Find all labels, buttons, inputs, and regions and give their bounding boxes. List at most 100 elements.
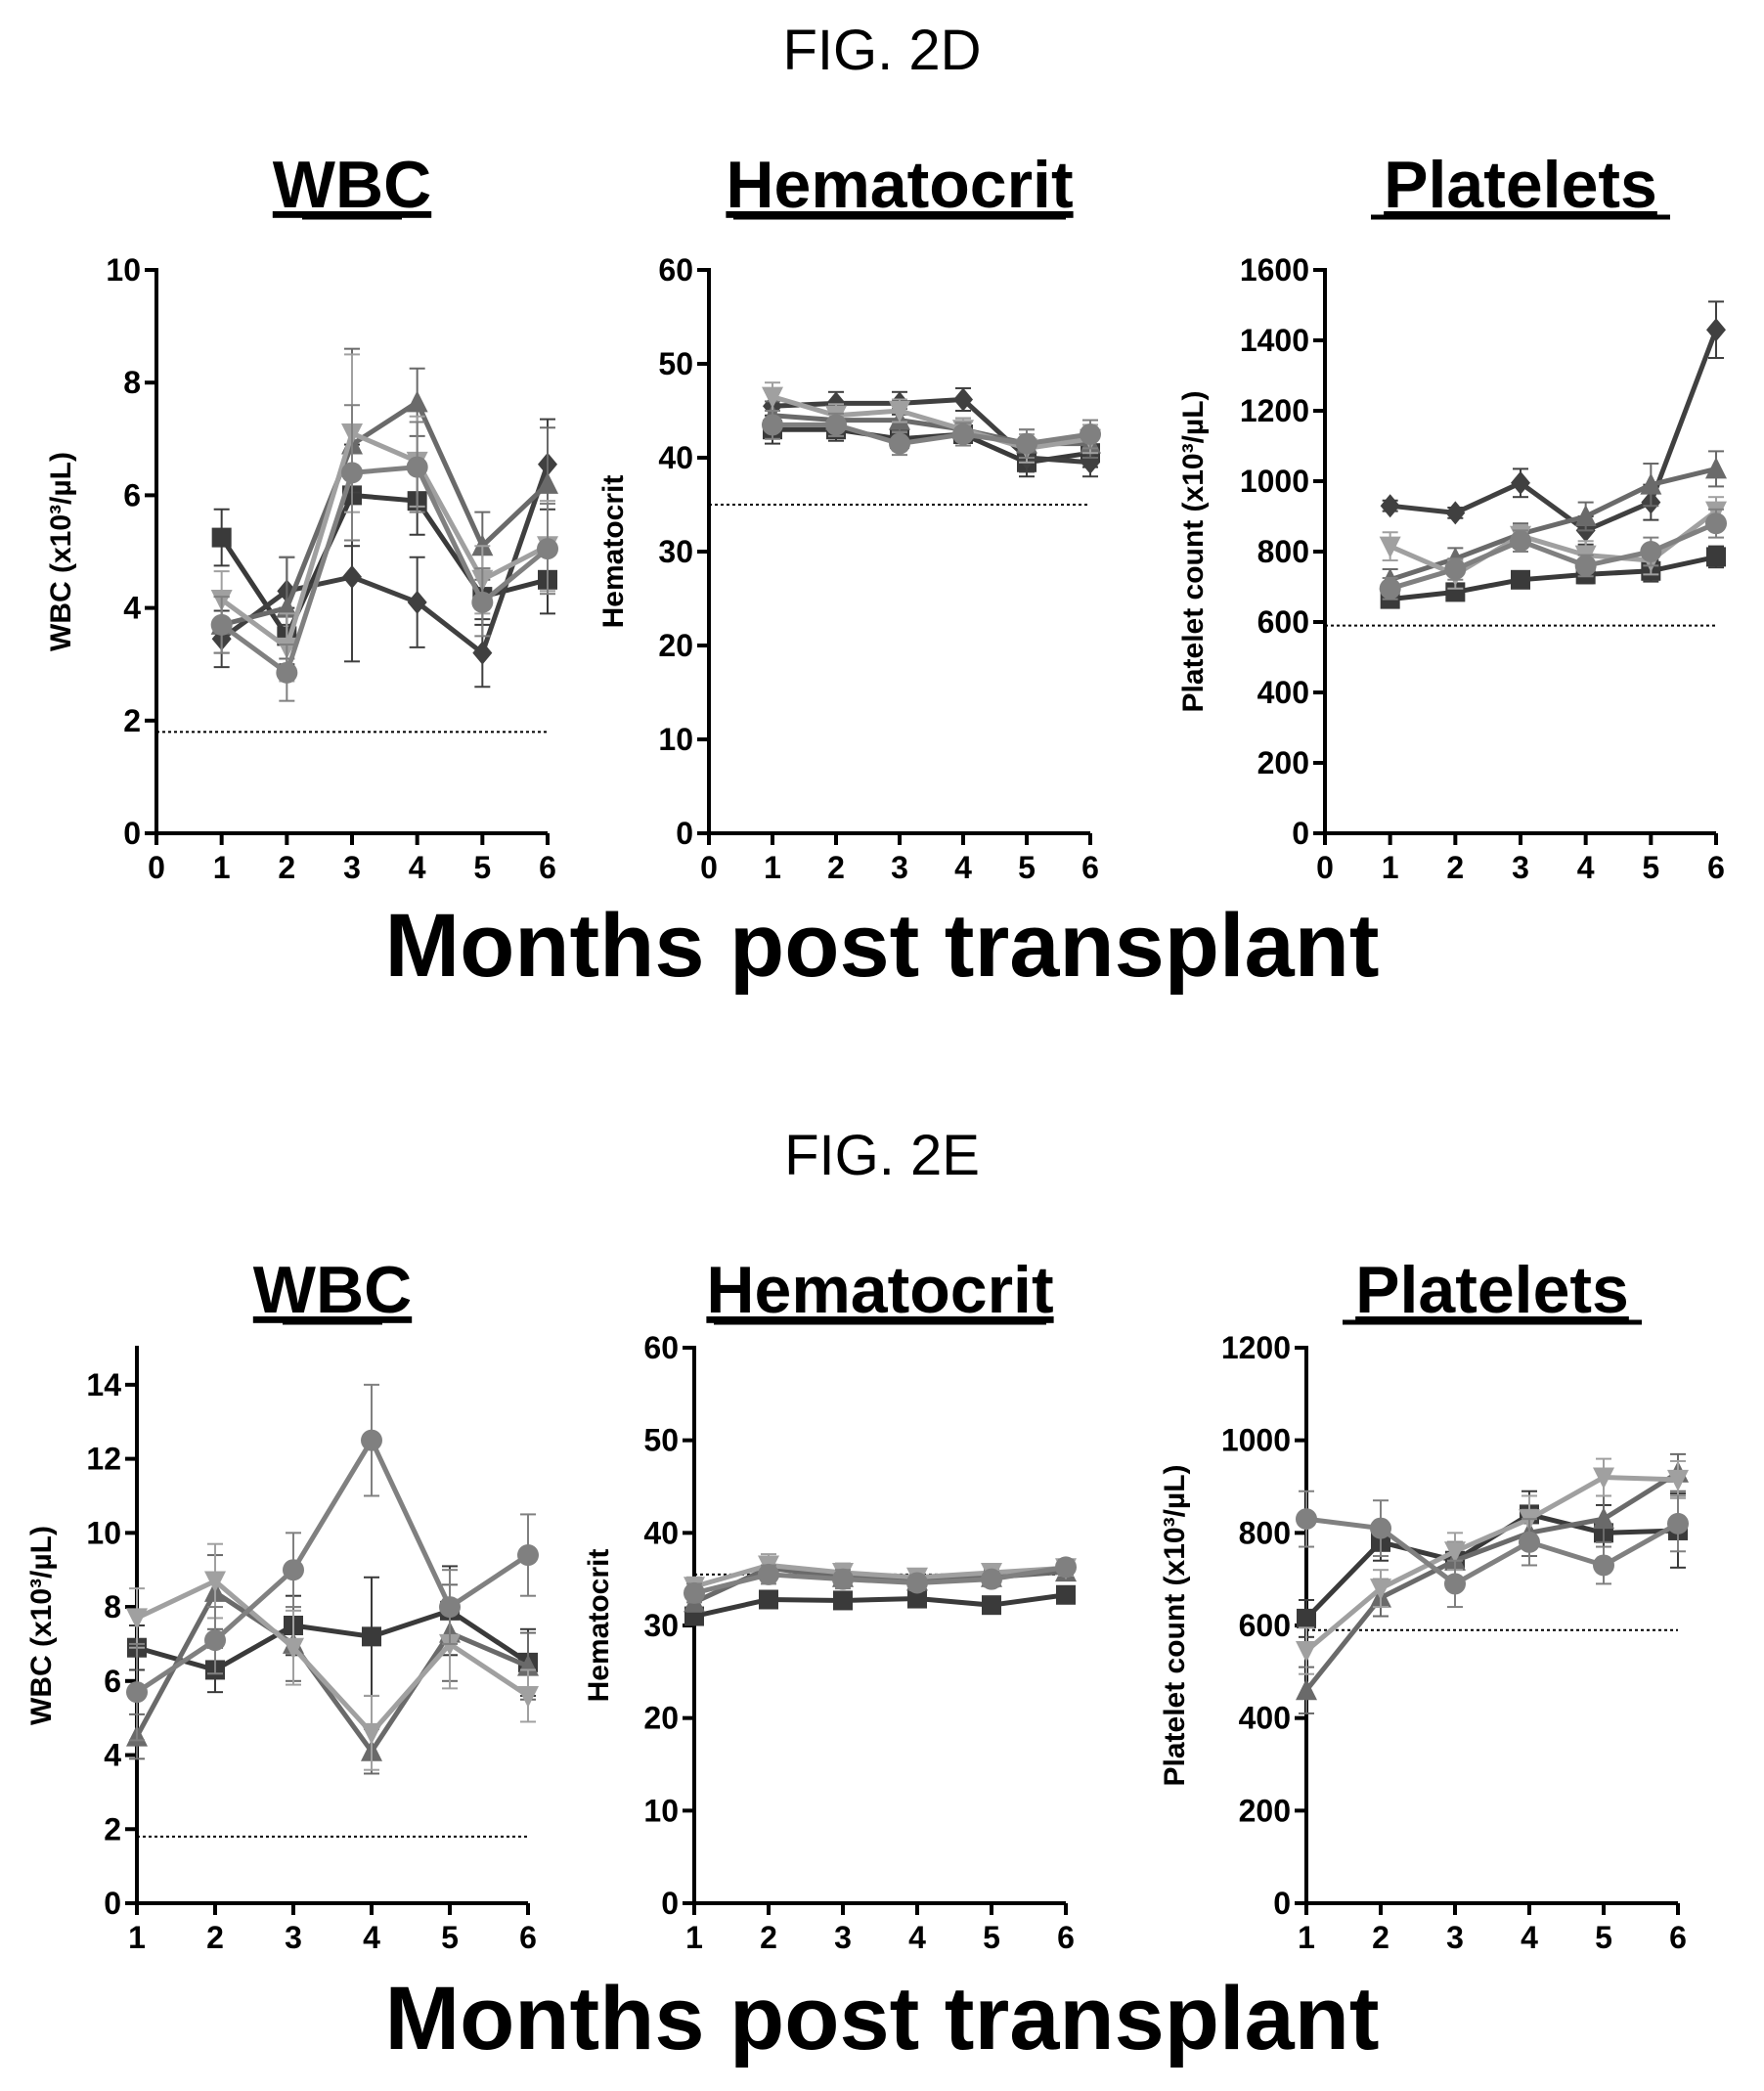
data-point [276,596,298,618]
series-line [1389,554,1717,602]
y-axis-label: WBC (x10³/µL) [25,1526,58,1725]
fig2d-platelets-chart: Platelets Platelet count (x10³/µL) 0 200 400… [1177,148,1727,885]
data-series [762,410,1101,459]
x-tick-label: 3 [285,1920,302,1955]
x-tick-label: 2 [278,850,295,885]
figure-2e-label: FIG. 2E [784,1124,980,1187]
data-point [439,1596,461,1619]
y-tick-label: 1600 [1240,252,1309,288]
data-point [832,1568,854,1590]
x-tick-label: 0 [700,850,718,885]
y-tick-label: 50 [658,346,693,381]
x-tick-label: 0 [1316,850,1334,885]
x-tick-label: 1 [213,850,231,885]
data-point [1056,1584,1076,1605]
series-line [1389,509,1718,578]
y-tick-label: 12 [86,1442,121,1477]
data-point [1444,1573,1466,1595]
y-tick-label: 400 [1239,1701,1291,1736]
y-tick-label: 400 [1257,675,1309,710]
data-point [1593,1467,1614,1490]
data-series [1380,300,1726,546]
y-tick-label: 800 [1239,1515,1291,1550]
series-line [135,1578,530,1737]
data-series [211,418,557,689]
data-point [1511,569,1530,590]
x-tick-label: 6 [539,850,556,885]
x-tick-label: 1 [1382,850,1399,885]
x-tick-label: 2 [206,1920,224,1955]
x-tick-label: 5 [983,1920,1000,1955]
x-tick-label: 6 [519,1920,537,1955]
x-tick-label: 4 [1577,850,1595,885]
data-series [127,1565,538,1697]
y-axis-label: WBC (x10³/µL) [45,452,77,651]
data-point [204,1571,226,1593]
y-tick-label: 2 [123,703,141,738]
x-tick-label: 5 [441,1920,459,1955]
data-point [407,590,427,614]
x-tick-label: 4 [409,850,426,885]
y-axis-label: Platelet count (x10³/µL) [1177,390,1210,712]
data-point [1445,501,1466,525]
data-point [537,471,558,494]
data-point [1705,512,1727,535]
series-line [135,1435,530,1695]
x-tick-label: 5 [1018,850,1036,885]
data-point [1370,1579,1391,1601]
data-point [758,1563,779,1585]
data-series [1379,508,1727,601]
x-tick-label: 5 [1595,1920,1612,1955]
data-point [1593,1507,1614,1530]
data-point [1379,536,1401,558]
data-point [762,386,783,409]
series-line [693,1564,1067,1596]
data-point [1370,1517,1391,1539]
x-tick-label: 4 [363,1920,380,1955]
data-point [1296,1508,1317,1531]
series-line [693,1592,1067,1619]
y-tick-label: 40 [643,1515,679,1550]
data-point [1444,1541,1466,1564]
y-tick-label: 10 [86,1515,121,1550]
data-point [684,1581,705,1604]
data-point [406,456,428,478]
data-point [1297,1608,1316,1628]
data-point [211,527,232,548]
data-point [981,1568,1002,1590]
data-point [1445,582,1466,602]
data-point [952,423,974,445]
y-tick-label: 1200 [1240,393,1309,428]
y-tick-label: 4 [104,1738,121,1773]
data-point [1519,1531,1540,1553]
y-tick-label: 1000 [1221,1423,1291,1458]
data-series [763,386,1100,478]
data-point [1380,494,1400,518]
fig2e-x-axis-title: Months post transplant [384,1969,1380,2069]
data-point [1444,558,1467,580]
data-point [1574,555,1597,577]
series-line [220,464,550,677]
data-point [1379,577,1401,600]
y-tick-label: 0 [123,816,141,851]
y-tick-label: 0 [1292,816,1309,851]
y-tick-label: 20 [658,628,693,663]
chart-title: Platelets [1355,1253,1629,1327]
figure-2d-label: FIG. 2D [782,19,982,82]
y-tick-label: 1400 [1240,323,1309,358]
x-tick-label: 4 [908,1920,926,1955]
y-tick-label: 30 [658,534,693,569]
y-tick-label: 0 [1273,1886,1291,1921]
y-tick-label: 50 [643,1423,679,1458]
series-line [1304,1475,1679,1653]
data-point [276,661,298,684]
data-point [362,1626,381,1647]
x-tick-label: 6 [1081,850,1099,885]
chart-title: WBC [273,148,431,222]
y-tick-label: 60 [643,1330,679,1365]
x-tick-label: 1 [128,1920,146,1955]
series-line [220,429,550,652]
data-point [406,390,428,413]
series-line [693,1562,1067,1589]
